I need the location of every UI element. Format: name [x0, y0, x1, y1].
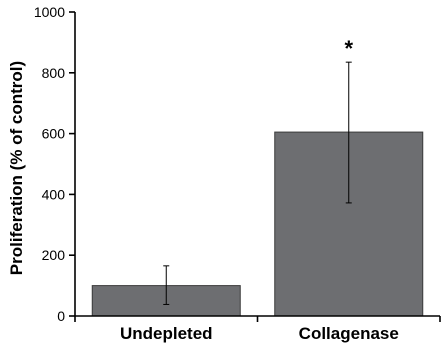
x-axis-ticks — [74, 316, 441, 322]
y-tick-label: 600 — [42, 126, 66, 142]
category-labels: Undepleted Collagenase — [120, 324, 399, 343]
significance-star: * — [344, 36, 353, 61]
y-tick-label: 1000 — [34, 4, 65, 20]
y-axis-ticks: 0 200 400 600 800 1000 — [34, 4, 75, 324]
y-tick-label: 0 — [57, 308, 65, 324]
error-bars — [163, 61, 352, 305]
x-tick-label: Undepleted — [120, 324, 213, 343]
bars — [91, 131, 424, 317]
y-axis-title: Proliferation (% of control) — [7, 61, 26, 275]
y-tick-label: 800 — [42, 65, 66, 81]
x-tick-label: Collagenase — [299, 324, 399, 343]
y-tick-label: 200 — [42, 247, 66, 263]
y-tick-label: 400 — [42, 186, 66, 202]
annotations: * — [344, 36, 353, 61]
